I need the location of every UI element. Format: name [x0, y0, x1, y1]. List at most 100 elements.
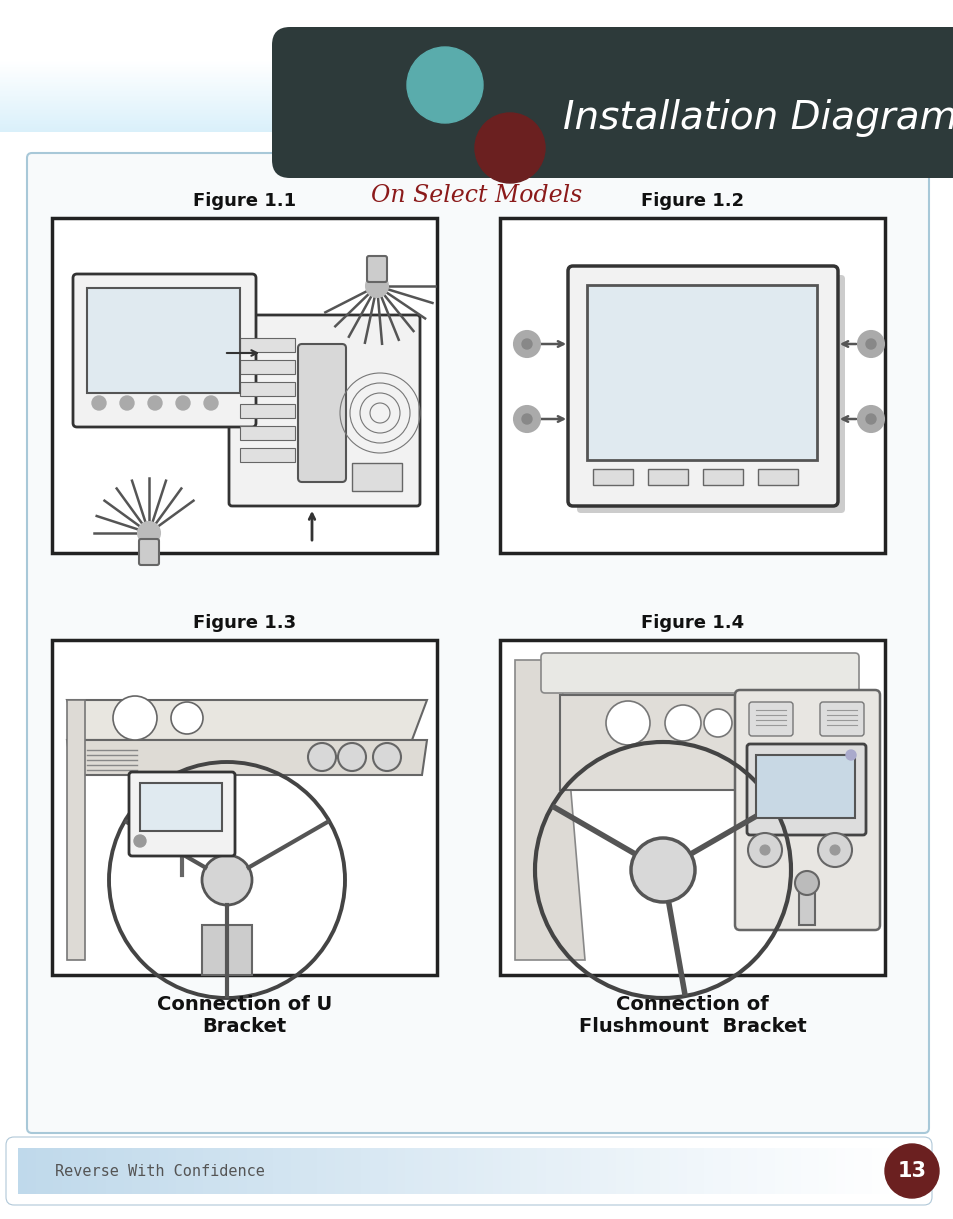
Text: Reverse With Confidence: Reverse With Confidence: [55, 1163, 265, 1179]
Bar: [0, 112, 953, 113]
Bar: [0, 123, 499, 126]
Bar: [501, 1148, 511, 1193]
Bar: [27, 1148, 36, 1193]
Bar: [0, 88, 499, 89]
Bar: [158, 1148, 168, 1193]
Bar: [0, 122, 499, 124]
Bar: [0, 101, 953, 102]
Circle shape: [366, 275, 388, 297]
Bar: [0, 127, 499, 128]
Bar: [18, 1148, 27, 1193]
Bar: [387, 1148, 396, 1193]
Bar: [484, 1148, 493, 1193]
Bar: [193, 1148, 203, 1193]
Bar: [836, 1148, 844, 1193]
Bar: [0, 80, 499, 82]
Bar: [212, 1148, 220, 1193]
Bar: [370, 1148, 378, 1193]
Bar: [67, 700, 85, 961]
Bar: [255, 1148, 264, 1193]
Bar: [52, 218, 436, 553]
Bar: [220, 1148, 229, 1193]
Polygon shape: [67, 700, 427, 740]
Bar: [71, 1148, 80, 1193]
Bar: [361, 1148, 370, 1193]
Bar: [537, 1148, 546, 1193]
Bar: [150, 1148, 159, 1193]
Bar: [0, 85, 953, 87]
Circle shape: [308, 744, 335, 770]
Bar: [202, 925, 252, 975]
Bar: [0, 94, 953, 95]
Bar: [62, 1148, 71, 1193]
Bar: [0, 61, 499, 62]
Bar: [0, 84, 499, 85]
Bar: [0, 66, 499, 67]
Bar: [352, 463, 401, 491]
Bar: [0, 71, 953, 72]
Bar: [0, 130, 953, 132]
Bar: [0, 128, 953, 129]
Bar: [414, 1148, 422, 1193]
FancyBboxPatch shape: [746, 744, 865, 835]
Bar: [0, 74, 499, 76]
Bar: [0, 76, 499, 77]
Circle shape: [204, 396, 218, 410]
Bar: [87, 288, 240, 393]
Bar: [45, 1148, 53, 1193]
Circle shape: [884, 1143, 938, 1198]
Bar: [0, 130, 499, 132]
Bar: [528, 1148, 537, 1193]
Bar: [765, 1148, 774, 1193]
Bar: [0, 113, 953, 115]
Bar: [0, 60, 499, 61]
Bar: [299, 1148, 308, 1193]
FancyBboxPatch shape: [820, 702, 863, 736]
Bar: [0, 107, 953, 108]
Bar: [0, 102, 953, 104]
Circle shape: [845, 750, 855, 759]
Bar: [0, 63, 499, 65]
Bar: [499, 218, 884, 553]
Text: Figure 1.4: Figure 1.4: [640, 614, 743, 631]
Bar: [457, 1148, 467, 1193]
Bar: [0, 78, 953, 79]
Bar: [0, 68, 953, 69]
Bar: [0, 119, 953, 122]
Bar: [378, 1148, 387, 1193]
Circle shape: [514, 406, 539, 432]
Bar: [79, 1148, 89, 1193]
Bar: [0, 116, 499, 117]
Bar: [0, 123, 953, 126]
FancyBboxPatch shape: [734, 690, 879, 930]
Bar: [0, 118, 499, 121]
Bar: [545, 1148, 555, 1193]
Bar: [0, 105, 953, 106]
Bar: [0, 110, 499, 111]
Bar: [0, 121, 499, 123]
Bar: [0, 95, 499, 96]
Circle shape: [175, 396, 190, 410]
Bar: [555, 1148, 563, 1193]
Circle shape: [857, 406, 883, 432]
Bar: [499, 640, 884, 975]
Bar: [0, 69, 499, 71]
Circle shape: [817, 833, 851, 867]
Bar: [0, 89, 499, 90]
Bar: [0, 91, 499, 93]
Bar: [449, 1148, 457, 1193]
Bar: [0, 66, 953, 67]
Bar: [0, 62, 953, 63]
Bar: [0, 118, 953, 121]
Bar: [695, 1148, 704, 1193]
Circle shape: [407, 48, 482, 123]
Bar: [0, 122, 953, 124]
Bar: [624, 1148, 634, 1193]
Bar: [0, 85, 499, 87]
Bar: [739, 1148, 748, 1193]
Bar: [593, 469, 633, 485]
Bar: [721, 1148, 730, 1193]
Bar: [678, 1148, 686, 1193]
Bar: [827, 1148, 836, 1193]
Bar: [0, 129, 953, 130]
